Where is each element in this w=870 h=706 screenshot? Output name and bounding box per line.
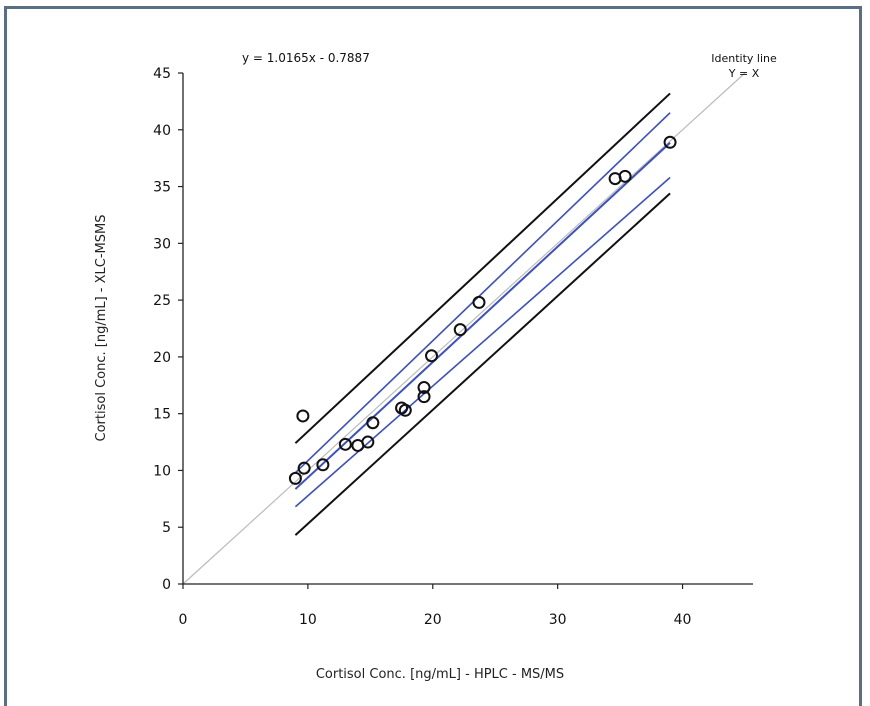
identity-line-equation: Y = X [728, 67, 760, 80]
identity-line-label: Identity line [711, 52, 777, 65]
x-tick-label: 40 [674, 612, 692, 628]
data-point [398, 403, 412, 417]
data-point [361, 435, 375, 449]
data-point [338, 437, 352, 451]
chart-points [288, 135, 677, 485]
y-tick-label: 40 [153, 123, 171, 139]
regression-equation: y = 1.0165x - 0.7887 [242, 51, 370, 65]
x-axis-title: Cortisol Conc. [ng/mL] - HPLC - MS/MS [316, 667, 564, 682]
y-tick-label: 0 [162, 577, 171, 593]
x-tick-label: 20 [424, 612, 442, 628]
data-point [296, 409, 310, 423]
data-point [472, 295, 486, 309]
y-axis-title: Cortisol Conc. [ng/mL] - XLC-MSMS [94, 215, 109, 442]
data-point [297, 461, 311, 475]
y-tick-label: 5 [162, 520, 171, 536]
data-point [288, 471, 302, 485]
data-point [618, 169, 632, 183]
data-point [425, 349, 439, 363]
y-tick-label: 30 [153, 236, 171, 252]
y-tick-label: 45 [153, 66, 171, 82]
chart-axes: 0 5 10 15 20 25 30 35 40 45 0 10 20 30 40 [153, 66, 753, 628]
regression-line [294, 141, 671, 490]
data-point [663, 135, 677, 149]
y-tick-label: 25 [153, 293, 171, 309]
identity-line [182, 72, 746, 585]
y-tick-label: 35 [153, 180, 171, 196]
y-tick-label: 20 [153, 350, 171, 366]
y-tick-label: 15 [153, 407, 171, 423]
data-point [366, 416, 380, 430]
prediction-lower-line [294, 192, 671, 536]
x-tick-label: 10 [299, 612, 317, 628]
prediction-upper-line [294, 92, 671, 444]
chart-lines [182, 72, 746, 585]
data-point [453, 323, 467, 337]
x-tick-label: 0 [179, 612, 188, 628]
data-point [316, 458, 330, 472]
data-point [417, 381, 431, 395]
x-tick-label: 30 [549, 612, 567, 628]
confidence-upper-line [294, 112, 671, 474]
y-tick-label: 10 [153, 463, 171, 479]
confidence-lower-line [294, 176, 671, 508]
data-point [417, 390, 431, 404]
